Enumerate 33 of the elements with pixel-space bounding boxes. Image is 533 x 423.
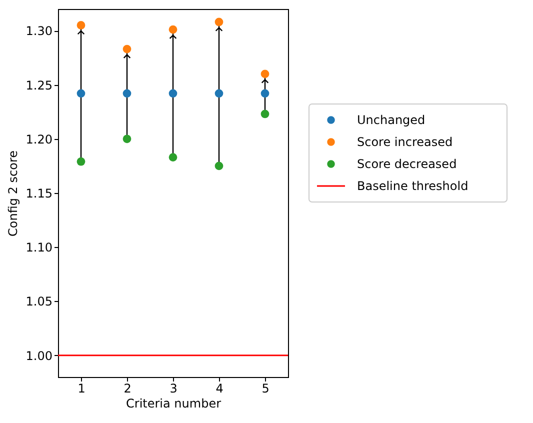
point	[214, 18, 224, 26]
x-tick-label: 2	[124, 382, 132, 396]
point	[122, 134, 132, 144]
legend-label: Score increased	[357, 135, 453, 149]
point	[122, 44, 132, 54]
y-tick-label: 1.00	[26, 348, 52, 363]
point	[168, 25, 178, 34]
x-tick-label: 4	[216, 382, 224, 396]
y-tick-label: 1.20	[26, 132, 52, 146]
y-axis-title: Config 2 score	[6, 150, 20, 237]
point	[76, 21, 86, 30]
x-tick-label: 3	[170, 382, 178, 396]
point	[260, 70, 270, 78]
legend-label: Baseline threshold	[357, 179, 468, 193]
y-tick-label: 1.10	[26, 240, 52, 255]
point	[260, 89, 270, 98]
x-axis-title: Criteria number	[126, 396, 222, 410]
y-tick-label: 1.30	[26, 24, 52, 38]
point	[168, 153, 178, 162]
x-tick-label: 1	[78, 382, 86, 396]
point	[122, 89, 132, 98]
point	[214, 162, 224, 170]
point	[214, 89, 224, 98]
point	[76, 157, 86, 166]
point	[260, 110, 270, 118]
y-tick-label: 1.25	[26, 78, 52, 92]
y-tick-label: 1.15	[26, 186, 52, 200]
legend-label: Score decreased	[357, 157, 457, 171]
x-tick-label: 5	[262, 382, 270, 396]
y-tick-label: 1.05	[26, 294, 52, 309]
point	[76, 89, 86, 98]
point	[168, 89, 178, 98]
legend-label: Unchanged	[357, 113, 426, 127]
